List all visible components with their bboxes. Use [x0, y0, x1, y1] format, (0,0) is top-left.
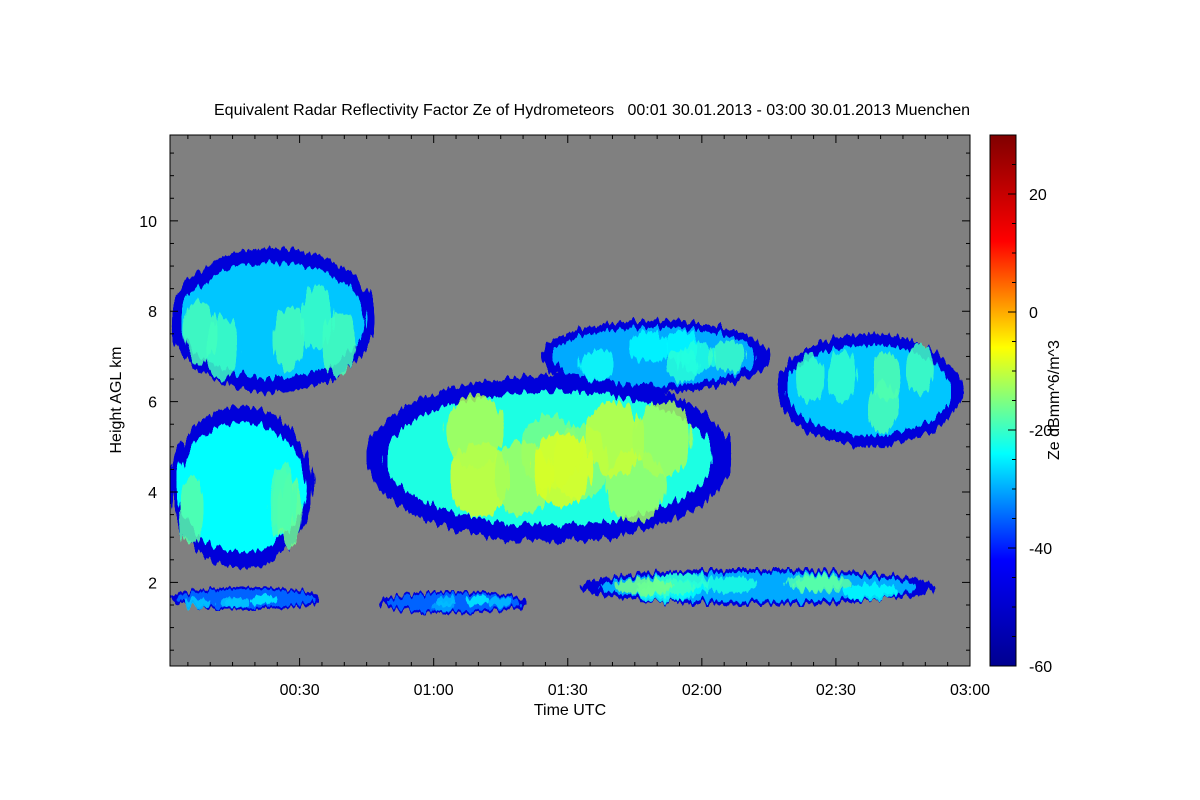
- x-tick-label: 02:30: [816, 682, 856, 699]
- y-tick-label: 2: [148, 575, 157, 592]
- echo-region: [170, 247, 376, 393]
- x-axis: 00:30 01:00 01:30 02:00 02:30 03:00: [187, 135, 990, 699]
- x-tick-label: 01:00: [414, 682, 454, 699]
- chart-title: Equivalent Radar Reflectivity Factor Ze …: [214, 102, 970, 119]
- y-axis-title: Height AGL km: [108, 346, 125, 453]
- colorbar-title: Ze dBmm^6/m^3: [1046, 340, 1063, 460]
- colorbar-tick-label: 20: [1029, 187, 1047, 204]
- colorbar-axis: -60 -40 -20 0 20: [1008, 164, 1052, 676]
- echo-layer: [170, 247, 962, 615]
- colorbar-tick-label: -40: [1029, 541, 1052, 558]
- echo-region: [380, 591, 528, 615]
- y-axis: 2 4 6 8 10: [139, 152, 970, 651]
- plot-frame: [169, 134, 971, 667]
- y-tick-label: 4: [148, 485, 157, 502]
- x-tick-label: 02:00: [682, 682, 722, 699]
- echo-region: [170, 406, 314, 569]
- colorbar-tick-label: -60: [1029, 659, 1052, 676]
- x-axis-title: Time UTC: [534, 702, 606, 719]
- y-tick-label: 10: [139, 214, 157, 231]
- x-tick-label: 03:00: [950, 682, 990, 699]
- echo-region: [540, 320, 769, 393]
- x-tick-label: 01:30: [548, 682, 588, 699]
- echo-region: [170, 586, 322, 610]
- y-tick-label: 8: [148, 304, 157, 321]
- y-tick-label: 6: [148, 395, 157, 412]
- echo-region: [366, 374, 734, 542]
- echo-region: [581, 568, 935, 605]
- colorbar-tick-label: 0: [1029, 305, 1038, 322]
- echo-region: [777, 333, 962, 447]
- x-tick-label: 00:30: [280, 682, 320, 699]
- colorbar-tick-label: -20: [1029, 423, 1052, 440]
